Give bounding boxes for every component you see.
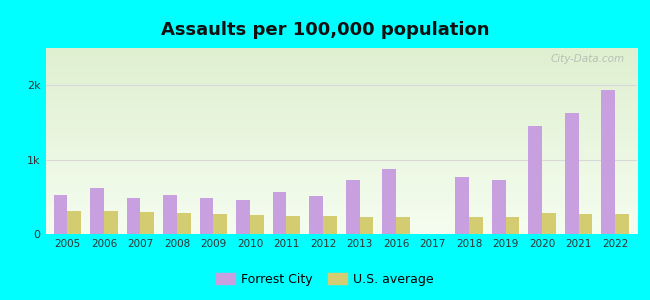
Bar (565, 113, 578, 234)
Bar (127, 198, 140, 234)
Bar (601, 90, 615, 234)
Bar (615, 214, 629, 234)
Bar (287, 216, 300, 234)
Bar (542, 213, 556, 234)
Bar (382, 169, 396, 234)
Bar (200, 197, 213, 234)
Bar (396, 217, 410, 234)
Bar (90, 188, 104, 234)
Bar (506, 217, 519, 234)
Text: Assaults per 100,000 population: Assaults per 100,000 population (161, 21, 489, 39)
Text: City-Data.com: City-Data.com (551, 54, 625, 64)
Bar (104, 211, 118, 234)
Bar (578, 214, 592, 234)
Bar (528, 126, 542, 234)
Bar (68, 211, 81, 234)
Legend: Forrest City, U.S. average: Forrest City, U.S. average (211, 268, 439, 291)
Bar (53, 195, 68, 234)
Bar (272, 192, 287, 234)
Bar (491, 180, 506, 234)
Bar (236, 200, 250, 234)
Bar (177, 213, 191, 234)
Bar (163, 195, 177, 234)
Bar (309, 196, 323, 234)
Bar (359, 217, 373, 234)
Bar (469, 217, 483, 234)
Bar (213, 214, 228, 234)
Bar (346, 180, 359, 234)
Bar (323, 216, 337, 234)
Bar (140, 212, 154, 234)
Bar (250, 215, 264, 234)
Bar (455, 177, 469, 234)
